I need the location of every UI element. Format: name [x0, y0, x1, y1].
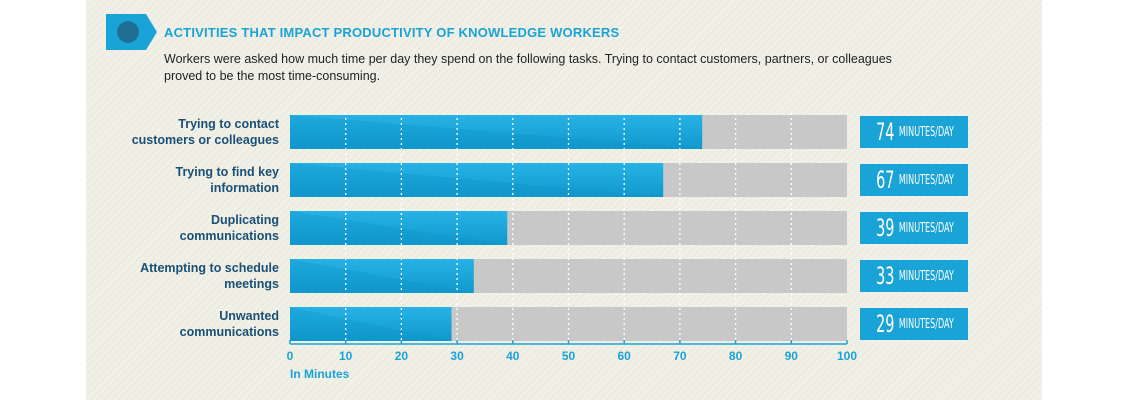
bar — [290, 211, 508, 245]
x-axis-tick-label: 50 — [561, 349, 576, 363]
x-axis-tick-label: 60 — [617, 349, 631, 363]
category-label-line: meetings — [224, 277, 279, 291]
data-label-unit: MINUTES/DAY — [898, 124, 954, 140]
x-axis-tick-label: 70 — [673, 349, 687, 363]
bar-shade — [290, 115, 703, 149]
bar-shade — [290, 259, 474, 293]
data-label: 29 — [876, 310, 895, 338]
x-axis-tick-label: 100 — [836, 349, 858, 363]
bar-shade — [290, 307, 452, 341]
data-label-unit: MINUTES/DAY — [898, 316, 954, 332]
data-label-unit: MINUTES/DAY — [898, 220, 954, 236]
value-badge: 39 MINUTES/DAY — [860, 212, 968, 244]
chart-title: ACTIVITIES THAT IMPACT PRODUCTIVITY OF K… — [164, 25, 620, 40]
x-axis-tick-label: 0 — [286, 349, 294, 363]
bar-shade — [290, 211, 508, 245]
bar-shade — [290, 163, 664, 197]
x-axis-tick-label: 30 — [450, 349, 464, 363]
infographic-panel — [86, 0, 1042, 400]
category-label-line: Trying to find key — [175, 165, 280, 179]
data-label: 33 — [876, 262, 895, 290]
data-label: 39 — [876, 214, 895, 242]
bar — [290, 115, 703, 149]
bar — [290, 259, 474, 293]
data-label: 74 — [876, 118, 895, 146]
category-label: Unwanted communications — [59, 308, 279, 340]
x-axis-tick-label: 80 — [728, 349, 743, 363]
x-axis-tick-label: 40 — [506, 349, 520, 363]
value-badge: 29 MINUTES/DAY — [860, 308, 968, 340]
data-label: 67 — [876, 166, 895, 194]
value-badge: 33 MINUTES/DAY — [860, 260, 968, 292]
x-axis-tick-label: 10 — [339, 349, 353, 363]
x-axis-tick-label: 20 — [394, 349, 409, 363]
x-axis-tick-label: 90 — [784, 349, 798, 363]
header-badge-icon — [106, 14, 157, 50]
chart-subtitle: Workers were asked how much time per day… — [164, 52, 892, 83]
category-label: Trying to contact customers or colleagues — [59, 116, 279, 148]
category-label-line: information — [210, 181, 279, 195]
category-label-line: communications — [179, 325, 279, 339]
value-badge: 74 MINUTES/DAY — [860, 116, 968, 148]
category-label-line: Trying to contact — [178, 117, 279, 131]
data-label-unit: MINUTES/DAY — [898, 268, 954, 284]
category-label-line: communications — [179, 229, 279, 243]
category-label: Trying to find key information — [59, 164, 280, 196]
bar — [290, 163, 664, 197]
category-label: Duplicating communications — [59, 212, 279, 244]
x-axis-title: In Minutes — [290, 367, 350, 381]
category-label-line: Attempting to schedule — [140, 261, 279, 275]
category-label-line: customers or colleagues — [131, 133, 279, 147]
category-label-line: Unwanted — [219, 309, 279, 323]
category-label-line: Duplicating — [210, 213, 279, 227]
value-badge: 67 MINUTES/DAY — [860, 164, 968, 196]
category-label: Attempting to schedule meetings — [59, 260, 279, 292]
bar — [290, 307, 452, 341]
data-label-unit: MINUTES/DAY — [898, 172, 954, 188]
